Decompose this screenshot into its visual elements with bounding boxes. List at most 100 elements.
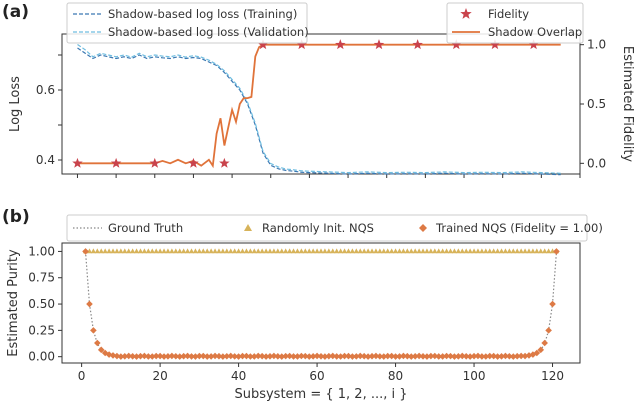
- fidelity-point: [296, 39, 307, 50]
- trained-nqs-point: [337, 353, 344, 360]
- y-tick-label-right: 1.0: [587, 38, 606, 52]
- trained-nqs-point: [400, 352, 407, 360]
- random-nqs-point: [310, 248, 316, 254]
- random-nqs-point: [377, 248, 383, 254]
- trained-nqs-point: [404, 352, 411, 360]
- random-nqs-point: [389, 248, 395, 254]
- trained-nqs-point: [152, 352, 160, 360]
- panel-b: (b) 0 20 40 60 80 100 1200.000.250.500.751.00 …: [2, 207, 603, 402]
- trained-nqs-point: [349, 353, 356, 360]
- shadow-overlap-line: [77, 43, 561, 169]
- random-nqs-point: [459, 248, 465, 254]
- random-nqs-point: [487, 248, 493, 254]
- x-tick-label: 40: [231, 369, 246, 383]
- trained-nqs-point: [392, 353, 399, 360]
- trained-nqs-point: [176, 353, 184, 360]
- trained-nqs-point: [360, 352, 368, 360]
- random-nqs-point: [381, 248, 387, 254]
- random-nqs-point: [251, 248, 257, 254]
- random-nqs-point: [106, 248, 112, 254]
- random-nqs-point: [165, 248, 171, 254]
- fidelity-point: [72, 157, 83, 168]
- random-nqs-point: [141, 248, 148, 254]
- trained-nqs-point: [537, 346, 545, 354]
- random-nqs-point: [494, 248, 501, 254]
- trained-nqs-point: [192, 353, 199, 360]
- random-nqs-point: [98, 248, 104, 254]
- trained-nqs-point: [341, 352, 348, 360]
- random-nqs-point: [341, 248, 348, 254]
- trained-nqs-point: [317, 352, 325, 360]
- random-nqs-point: [294, 248, 301, 254]
- random-nqs-point: [126, 248, 132, 254]
- random-nqs-point: [326, 248, 332, 254]
- trained-nqs-point: [423, 353, 431, 360]
- y-tick-label: 0.00: [28, 350, 55, 364]
- trained-nqs-point: [239, 352, 246, 360]
- trained-nqs-point: [215, 352, 223, 360]
- trained-nqs-point: [97, 346, 105, 354]
- random-nqs-point: [479, 248, 485, 254]
- trained-nqs-point: [451, 353, 458, 360]
- trained-nqs-point: [223, 352, 231, 360]
- trained-nqs-point: [254, 352, 262, 360]
- trained-nqs-point: [231, 353, 238, 360]
- panel-b-ylabel: Estimated Purity: [6, 249, 21, 357]
- y-tick-label: 0.50: [28, 297, 55, 311]
- random-nqs-point: [161, 248, 167, 254]
- trained-nqs-point: [506, 352, 513, 360]
- trained-nqs-point: [309, 353, 317, 360]
- random-nqs-point: [538, 248, 544, 254]
- trained-nqs-point: [125, 352, 133, 360]
- fidelity-point: [110, 157, 122, 168]
- trained-nqs-point: [227, 352, 235, 360]
- trained-nqs-point: [302, 352, 309, 360]
- random-nqs-point: [287, 248, 293, 254]
- random-nqs-point: [349, 248, 355, 254]
- random-nqs-point: [467, 248, 473, 254]
- random-nqs-point: [404, 248, 410, 254]
- random-nqs-point: [534, 248, 540, 254]
- trained-nqs-point: [188, 353, 195, 360]
- trained-nqs-point: [431, 352, 439, 360]
- legend-train-label: Shadow-based log loss (Training): [108, 7, 297, 21]
- legend-fidelity-label: Fidelity: [488, 7, 529, 21]
- trained-nqs-point: [160, 353, 168, 360]
- panel-b-ticks: 0 20 40 60 80 100 120 0.00 0.25 0.50 0.75 1.00: [28, 244, 564, 383]
- random-nqs-point: [122, 248, 128, 254]
- trained-nqs-point: [286, 352, 293, 360]
- legend-val-label: Shadow-based log loss (Validation): [108, 25, 309, 39]
- trained-nqs-point: [541, 339, 548, 347]
- random-nqs-point: [153, 248, 159, 254]
- trained-nqs-point: [411, 352, 419, 360]
- y-tick-label-left: 0.4: [36, 153, 55, 167]
- trained-nqs-point: [549, 300, 556, 308]
- legend-random-swatch: [244, 224, 252, 231]
- random-nqs-point: [530, 248, 536, 254]
- random-nqs-point: [204, 248, 210, 254]
- trained-nqs-point: [470, 352, 478, 360]
- random-nqs-point: [208, 248, 214, 254]
- trained-nqs-point: [325, 352, 333, 360]
- random-nqs-point: [353, 248, 359, 254]
- random-nqs-point: [361, 248, 367, 254]
- random-nqs-point: [546, 248, 552, 254]
- fidelity-point: [335, 39, 346, 50]
- validation-loss-line: [77, 44, 561, 174]
- random-nqs-point: [338, 248, 344, 254]
- trained-nqs-point: [129, 352, 136, 360]
- trained-nqs-point: [443, 352, 450, 360]
- random-nqs-point: [373, 248, 379, 254]
- trained-nqs-point: [145, 353, 152, 360]
- random-nqs-point: [506, 248, 512, 254]
- trained-nqs-point: [250, 353, 258, 360]
- legend-overlap-label: Shadow Overlap: [488, 25, 582, 39]
- panel-a-ylabel-left: Log Loss: [8, 76, 23, 132]
- trained-nqs-point: [196, 352, 203, 360]
- training-loss-line: [77, 47, 561, 176]
- trained-nqs-point: [148, 353, 156, 360]
- random-nqs-point: [130, 248, 136, 254]
- fidelity-point: [188, 157, 199, 168]
- trained-nqs-point: [509, 353, 517, 360]
- random-nqs-point: [216, 248, 222, 254]
